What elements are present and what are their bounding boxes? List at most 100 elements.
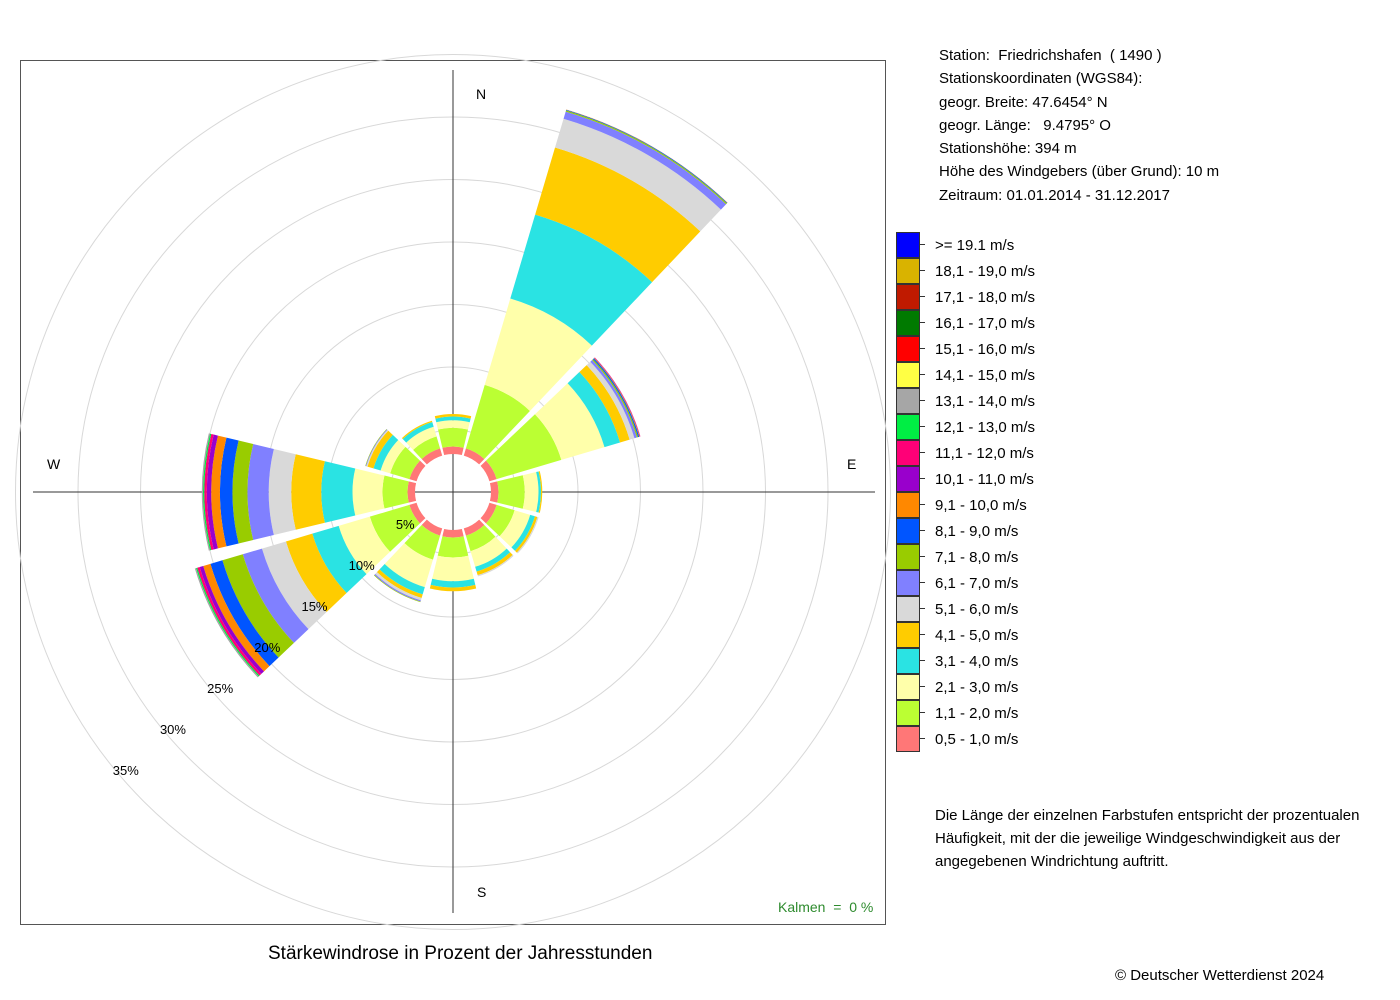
legend-tick	[920, 738, 925, 739]
legend-tick	[920, 426, 925, 427]
sector-segment	[379, 563, 425, 595]
sector-segment	[511, 514, 535, 551]
station-name: Station: Friedrichshafen ( 1490 )	[939, 47, 1162, 64]
legend-tick	[920, 296, 925, 297]
sector-segment	[402, 422, 434, 443]
axis-lines	[33, 70, 875, 913]
ring-label: 5%	[396, 517, 415, 532]
sector-segment	[421, 519, 443, 536]
sector-segment	[222, 554, 294, 658]
ring-labels: 5% 10% 15% 20% 25% 30% 35%	[113, 517, 415, 778]
legend-swatch	[896, 700, 920, 726]
legend-label: 18,1 - 19,0 m/s	[935, 263, 1036, 280]
station-info: Station: Friedrichshafen ( 1490 ) Statio…	[939, 44, 1219, 207]
legend-label: 13,1 - 14,0 m/s	[935, 393, 1036, 410]
legend-swatch	[896, 440, 920, 466]
legend-tick	[920, 634, 925, 635]
sector-segment	[563, 111, 727, 210]
legend-swatch	[896, 258, 920, 284]
direction-label-n: N	[476, 86, 486, 102]
sector-segment	[486, 504, 515, 537]
sector-segment	[203, 563, 270, 672]
sector-segment	[470, 536, 507, 567]
legend-tick	[920, 322, 925, 323]
sector-segment	[321, 461, 356, 523]
direction-label-e: E	[847, 456, 856, 472]
plot-frame	[20, 60, 886, 925]
sector-segment	[407, 481, 417, 503]
legend-tick	[920, 530, 925, 531]
sector-segment	[211, 435, 227, 549]
ring-label: 10%	[349, 558, 375, 573]
sector-segment	[285, 533, 347, 612]
sector-segment	[401, 420, 433, 440]
legend-tick	[920, 400, 925, 401]
sector-segment	[436, 420, 470, 430]
grid-ring	[15, 54, 891, 930]
legend-tick	[920, 556, 925, 557]
legend-tick	[920, 660, 925, 661]
ring-label: 25%	[207, 681, 233, 696]
legend-tick	[920, 478, 925, 479]
legend-label: 4,1 - 5,0 m/s	[935, 627, 1019, 644]
sector-segment	[463, 448, 485, 465]
wind-sectors	[194, 109, 728, 678]
sector-segment	[204, 433, 214, 551]
legend-swatch	[896, 284, 920, 310]
sector-segment	[369, 504, 420, 552]
sector-segment	[536, 471, 541, 513]
sector-segment	[463, 519, 485, 536]
sector-segment	[476, 552, 513, 576]
sector-segment	[475, 548, 511, 572]
sector-segment	[373, 434, 399, 471]
legend-tick	[920, 374, 925, 375]
legend-swatch	[896, 544, 920, 570]
station-longitude: geogr. Länge: 9.4795° O	[939, 116, 1111, 134]
sector-segment	[261, 541, 327, 630]
sector-segment	[465, 384, 530, 459]
legend-tick	[920, 712, 925, 713]
station-elevation: Stationshöhe: 394 m	[939, 140, 1077, 158]
sector-segment	[579, 365, 630, 443]
anemometer-height: Höhe des Windgebers (über Grund): 10 m	[939, 163, 1220, 181]
sector-segment	[497, 475, 525, 509]
legend-label: 9,1 - 10,0 m/s	[935, 497, 1027, 514]
sector-segment	[535, 147, 701, 283]
legend-swatch	[896, 596, 920, 622]
sector-segment	[486, 414, 562, 480]
sector-segment	[201, 433, 211, 551]
sector-segment	[510, 214, 653, 346]
sector-segment	[590, 360, 637, 439]
legend-swatch	[896, 726, 920, 752]
sector-segment	[555, 118, 721, 232]
station-latitude: geogr. Breite: 47.6454° N	[939, 93, 1108, 111]
legend-swatch	[896, 570, 920, 596]
calm-label: Kalmen = 0 %	[778, 899, 874, 915]
sector-segment	[247, 444, 274, 540]
legend-tick	[920, 582, 925, 583]
legend-swatch	[896, 362, 920, 388]
sector-segment	[480, 460, 497, 482]
sector-segment	[291, 454, 325, 530]
legend-label: 5,1 - 6,0 m/s	[935, 601, 1019, 618]
sector-segment	[534, 383, 605, 460]
sector-segment	[382, 475, 409, 509]
sector-segment	[220, 437, 239, 547]
sector-segment	[477, 554, 514, 577]
sector-segment	[242, 548, 309, 643]
sector-segment	[516, 516, 539, 554]
sector-segment	[199, 565, 265, 674]
legend-swatch	[896, 466, 920, 492]
sector-segment	[338, 516, 391, 575]
legend-swatch	[896, 622, 920, 648]
legend-tick	[920, 452, 925, 453]
sector-segment	[515, 516, 538, 553]
sector-segment	[484, 298, 592, 411]
sector-segment	[438, 427, 468, 448]
sector-segment	[404, 525, 441, 560]
legend-label: 2,1 - 3,0 m/s	[935, 679, 1019, 696]
sector-segment	[375, 572, 422, 601]
legend-label: 16,1 - 17,0 m/s	[935, 315, 1036, 332]
sector-segment	[232, 440, 254, 544]
